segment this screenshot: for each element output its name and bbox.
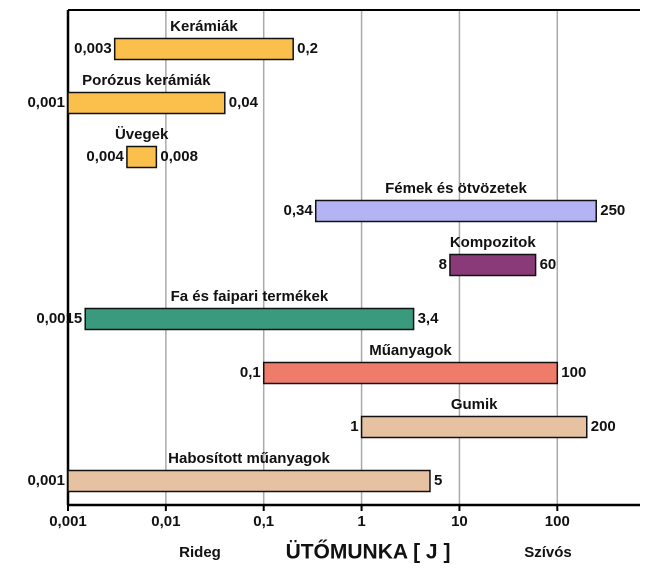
- value-label: 60: [540, 256, 557, 273]
- bar: [67, 469, 431, 493]
- x-axis-label: ÜTŐMUNKA [ J ]: [286, 541, 451, 564]
- x-tick-label: 100: [545, 513, 570, 530]
- bar: [314, 199, 597, 223]
- bar: [449, 253, 537, 277]
- x-tick-label: 10: [451, 513, 468, 530]
- value-label: 200: [591, 418, 616, 435]
- category-label: Fa és faipari termékek: [171, 288, 329, 305]
- value-label: 0,04: [229, 94, 259, 111]
- x-tick-label: 0,01: [151, 513, 180, 530]
- bar: [262, 361, 559, 385]
- value-label: 0,001: [27, 94, 65, 111]
- category-label: Porózus kerámiák: [82, 72, 211, 89]
- value-label: 100: [561, 364, 586, 381]
- value-label: 3,4: [418, 310, 440, 327]
- value-label: 0,2: [297, 40, 318, 57]
- x-tick-label: 0,1: [253, 513, 274, 530]
- bar: [360, 415, 588, 439]
- category-label: Fémek és ötvözetek: [385, 180, 527, 197]
- value-label: 0,1: [240, 364, 261, 381]
- category-label: Kerámiák: [170, 18, 238, 35]
- value-label: 1: [350, 418, 358, 435]
- annotation: Szívós: [524, 544, 572, 561]
- value-label: 0,001: [27, 472, 65, 489]
- annotation: Rideg: [179, 544, 221, 561]
- value-label: 0,34: [284, 202, 314, 219]
- bar: [126, 145, 158, 169]
- category-label: Habosított műanyagok: [168, 450, 330, 467]
- value-label: 250: [600, 202, 625, 219]
- value-label: 0,003: [74, 40, 112, 57]
- category-label: Kompozitok: [450, 234, 536, 251]
- value-label: 8: [439, 256, 447, 273]
- x-tick-label: 1: [357, 513, 365, 530]
- bar: [113, 37, 294, 61]
- value-label: 0,008: [160, 148, 198, 165]
- bar: [67, 91, 226, 115]
- value-label: 0,004: [86, 148, 124, 165]
- bar: [84, 307, 415, 331]
- category-label: Üvegek: [115, 126, 169, 143]
- value-label: 0,0015: [36, 310, 82, 327]
- value-label: 5: [434, 472, 442, 489]
- category-label: Gumik: [451, 396, 498, 413]
- category-label: Műanyagok: [369, 342, 452, 359]
- x-tick-label: 0,001: [49, 513, 87, 530]
